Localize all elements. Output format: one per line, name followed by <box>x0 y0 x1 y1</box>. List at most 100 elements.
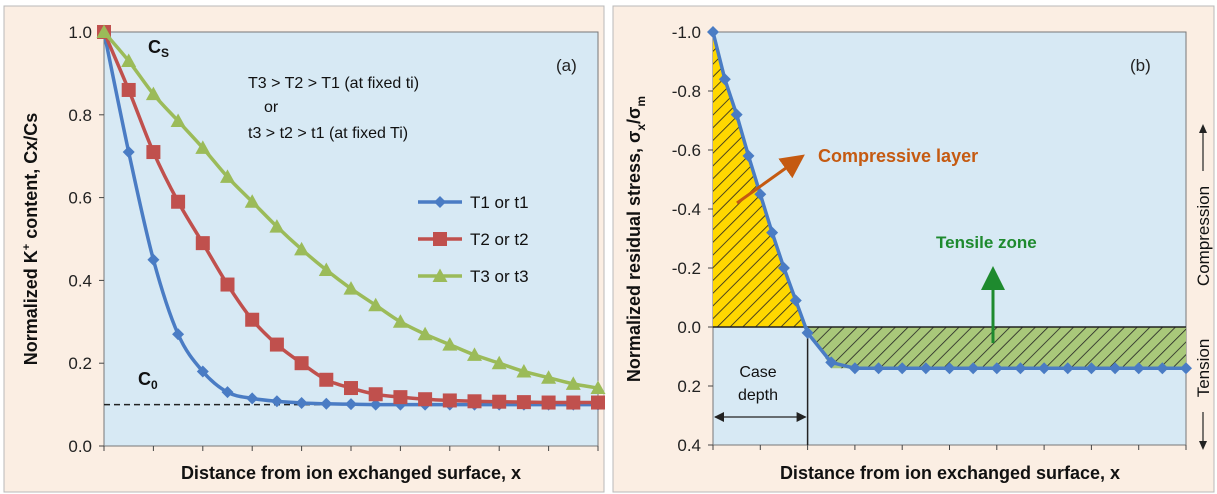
y-tick-label-b: -0.6 <box>672 141 701 160</box>
data-point-3 <box>442 337 458 351</box>
data-point-3 <box>368 297 384 312</box>
stress-point <box>943 362 956 375</box>
stress-point <box>1180 362 1192 375</box>
stress-point <box>990 362 1003 375</box>
stress-point <box>1156 362 1169 375</box>
cs-annotation: CS <box>148 37 169 60</box>
condition-or: or <box>264 99 279 116</box>
data-point-2 <box>121 82 136 97</box>
stress-point <box>896 362 909 375</box>
data-point-1 <box>196 365 209 378</box>
data-point-3 <box>467 347 482 361</box>
stress-point <box>718 73 731 86</box>
y-tick-label-b: 0.2 <box>677 377 701 396</box>
series-line-1 <box>102 31 598 407</box>
stress-point <box>1061 362 1074 375</box>
data-point-3 <box>590 380 606 395</box>
compressive-hatch-area <box>713 32 806 327</box>
legend-marker-1 <box>434 196 446 208</box>
legend-label-2: T2 or t2 <box>470 230 529 249</box>
data-point-2 <box>467 394 482 409</box>
data-point-2 <box>393 390 408 405</box>
data-point-1 <box>221 386 234 399</box>
stress-point <box>730 108 743 121</box>
data-point-3 <box>244 194 260 208</box>
y-tick-label-a: 0.0 <box>68 437 92 456</box>
case-depth-arrowhead-left <box>714 412 724 422</box>
stress-point <box>1109 362 1122 375</box>
y-tick-label-a: 0.2 <box>68 354 92 373</box>
data-point-2 <box>591 395 605 410</box>
case-depth-arrowhead-right <box>796 412 807 422</box>
stress-point <box>742 149 755 162</box>
tension-label: Tension <box>1194 339 1213 398</box>
data-point-3 <box>96 24 112 38</box>
y-axis-label-a: Normalized K+ content, Cx/Cs <box>21 113 41 366</box>
data-point-2 <box>294 356 309 371</box>
panel-b: -1.0 -0.8 -0.6 -0.4 -0.2 0.0 0.2 0.4 Case depth… <box>612 5 1215 493</box>
data-point-3 <box>220 169 235 183</box>
data-point-2 <box>195 236 210 251</box>
data-point-3 <box>541 370 557 384</box>
y-tick-label-a: 0.6 <box>68 189 92 208</box>
y-axis-label-b: Normalized residual stress, σx/σm <box>624 96 648 382</box>
stress-point <box>1132 362 1145 375</box>
legend-marker-2 <box>433 232 447 246</box>
legend-a: T1 or t1 T2 or t2 T3 or t3 <box>418 193 529 286</box>
stress-point <box>1038 362 1051 375</box>
data-point-2 <box>442 393 457 408</box>
tension-arrowhead <box>1199 441 1207 450</box>
stress-point <box>754 188 767 201</box>
panel-b-label: (b) <box>1130 56 1151 75</box>
data-point-3 <box>491 355 507 370</box>
data-point-1 <box>295 396 308 409</box>
data-point-2 <box>566 395 581 410</box>
data-point-2 <box>344 381 358 396</box>
y-tick-label-b: -0.2 <box>672 259 701 278</box>
y-tick-label-a: 0.4 <box>68 271 92 290</box>
data-point-1 <box>320 397 333 410</box>
x-axis-label-b: Distance from ion exchanged surface, x <box>780 463 1120 483</box>
stress-point <box>1014 362 1027 375</box>
panel-a: 0.0 0.2 0.4 0.6 0.8 1.0 (a) CS C0 T3 > T2 > T… <box>3 5 606 493</box>
legend-marker-3 <box>432 268 448 282</box>
legend-label-1: T1 or t1 <box>470 193 529 212</box>
data-point-3 <box>170 113 186 128</box>
y-tick-label-b: -0.8 <box>672 82 701 101</box>
data-point-2 <box>418 392 433 407</box>
data-point-2 <box>541 395 556 410</box>
data-point-3 <box>343 281 359 295</box>
data-point-3 <box>195 140 211 154</box>
data-point-3 <box>269 219 285 233</box>
stress-point <box>801 326 814 339</box>
data-point-1 <box>122 146 135 159</box>
y-tick-label-b: -1.0 <box>672 23 701 42</box>
data-point-2 <box>492 394 507 409</box>
stress-point <box>848 362 861 375</box>
tensile-hatch-area <box>807 327 1186 369</box>
data-point-2 <box>245 312 260 327</box>
data-point-2 <box>146 145 161 160</box>
data-point-3 <box>121 53 137 67</box>
stress-point <box>777 262 790 274</box>
stress-point <box>789 294 802 307</box>
y-tick-label-a: 0.8 <box>68 106 92 125</box>
x-axis-label-a: Distance from ion exchanged surface, x <box>181 463 521 483</box>
stress-point <box>919 362 932 375</box>
panel-a-label: (a) <box>556 56 577 75</box>
condition-time: t3 > t2 > t1 (at fixed Ti) <box>248 125 408 142</box>
data-point-2 <box>220 277 235 292</box>
data-point-3 <box>565 376 581 390</box>
y-tick-label-a: 1.0 <box>68 23 92 42</box>
y-tick-label-b: 0.0 <box>677 318 701 337</box>
stress-point <box>1085 362 1098 375</box>
data-point-3 <box>392 314 408 328</box>
stress-point <box>766 226 779 239</box>
stress-point <box>825 356 838 369</box>
compression-label: Compression <box>1194 186 1213 286</box>
y-tick-label-b: 0.4 <box>677 436 701 455</box>
c0-annotation: C0 <box>138 369 158 392</box>
data-point-3 <box>417 326 433 341</box>
stress-point <box>707 26 719 38</box>
